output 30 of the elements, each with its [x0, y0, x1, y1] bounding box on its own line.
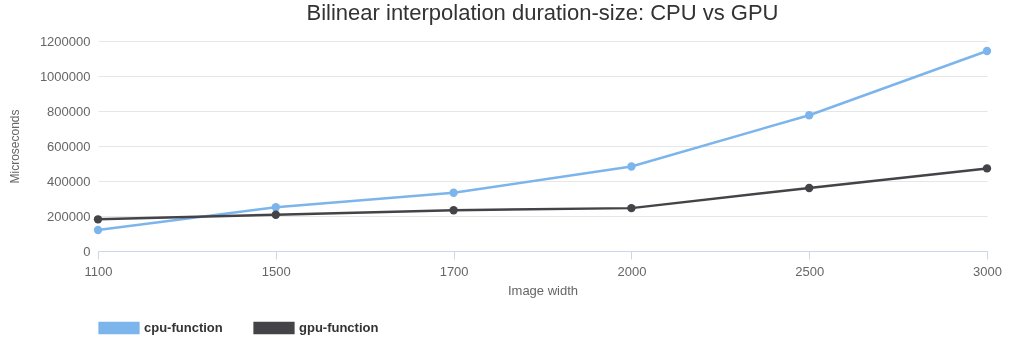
- y-tick-label: 0: [83, 243, 91, 259]
- x-tick-label: 1700: [439, 263, 469, 279]
- point: [805, 183, 814, 193]
- point: [93, 225, 103, 235]
- legend-label: gpu-function: [299, 320, 379, 335]
- point: [627, 203, 636, 213]
- point: [449, 188, 458, 197]
- x-tick-label: 3000: [973, 263, 1002, 279]
- x-axis-title: Image width: [507, 282, 579, 298]
- y-tick-label: 1000000: [39, 68, 91, 84]
- y-tick-label: 600000: [47, 138, 91, 154]
- point: [449, 206, 458, 215]
- x-tick-label: 1500: [261, 263, 291, 279]
- y-tick-label: 1200000: [39, 33, 91, 49]
- point: [627, 162, 636, 171]
- x-tick-label: 2000: [617, 263, 647, 279]
- x-tick-label: 1100: [84, 263, 113, 279]
- chart-title: Bilinear interpolation duration-size: CPU vs GPU: [306, 0, 779, 25]
- legend-label: cpu-function: [144, 320, 223, 335]
- point: [93, 215, 103, 224]
- point: [982, 164, 992, 173]
- point: [805, 111, 814, 120]
- y-tick-label: 800000: [47, 103, 91, 119]
- point: [982, 46, 992, 56]
- point: [271, 210, 280, 219]
- y-tick-label: 200000: [47, 208, 91, 224]
- y-axis-title: Microseconds: [7, 109, 22, 184]
- point: [271, 203, 280, 212]
- x-tick-label: 2500: [795, 263, 825, 279]
- y-tick-label: 400000: [47, 173, 91, 189]
